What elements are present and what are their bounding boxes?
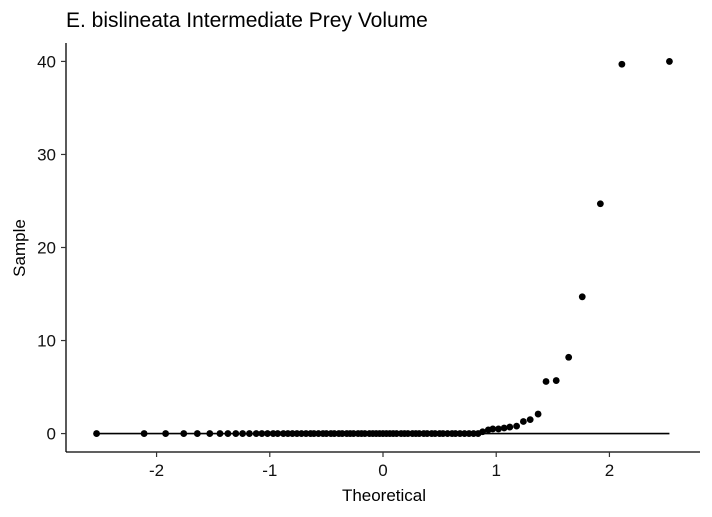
data-point [206,430,214,437]
data-point [542,378,550,385]
data-point [216,430,224,437]
y-tick-label: 40 [37,52,56,71]
data-point [552,377,560,384]
data-point [565,353,573,361]
x-tick-label: 2 [605,461,614,480]
x-tick-label: 1 [491,461,500,480]
x-axis-label: Theoretical [342,486,426,505]
x-tick-label: 0 [378,461,387,480]
data-point [193,430,201,437]
data-point [140,430,148,437]
data-point [534,410,542,418]
data-point [264,430,271,437]
data-point [180,430,188,437]
data-point [500,424,508,432]
data-point [519,418,527,425]
data-point [666,58,673,65]
data-point [489,425,497,433]
y-tick-label: 10 [37,332,56,351]
data-point [224,430,232,437]
data-point [495,425,502,433]
data-point [618,60,626,68]
y-axis-ticks: 0 10 20 30 40 [37,52,66,444]
data-point [239,430,247,437]
x-tick-label: -2 [149,461,164,480]
data-point [578,293,586,301]
y-tick-label: 0 [47,425,56,444]
data-point [274,430,282,437]
data-point [479,428,487,436]
chart-title: E. bislineata Intermediate Prey Volume [66,9,428,32]
data-point [246,430,253,437]
y-axis-label: Sample [10,219,29,277]
data-point [258,430,266,437]
data-point [162,430,170,437]
y-tick-label: 20 [37,239,56,258]
y-tick-label: 30 [37,145,56,164]
data-point [506,423,514,431]
data-point [526,416,534,424]
data-point [232,430,240,437]
plot-area [93,58,673,437]
x-axis-ticks: -2 -1 0 1 2 [149,452,614,480]
data-point [93,430,100,437]
data-point [513,422,520,430]
x-tick-label: -1 [262,461,277,480]
data-point [252,430,260,437]
data-point [596,200,604,208]
